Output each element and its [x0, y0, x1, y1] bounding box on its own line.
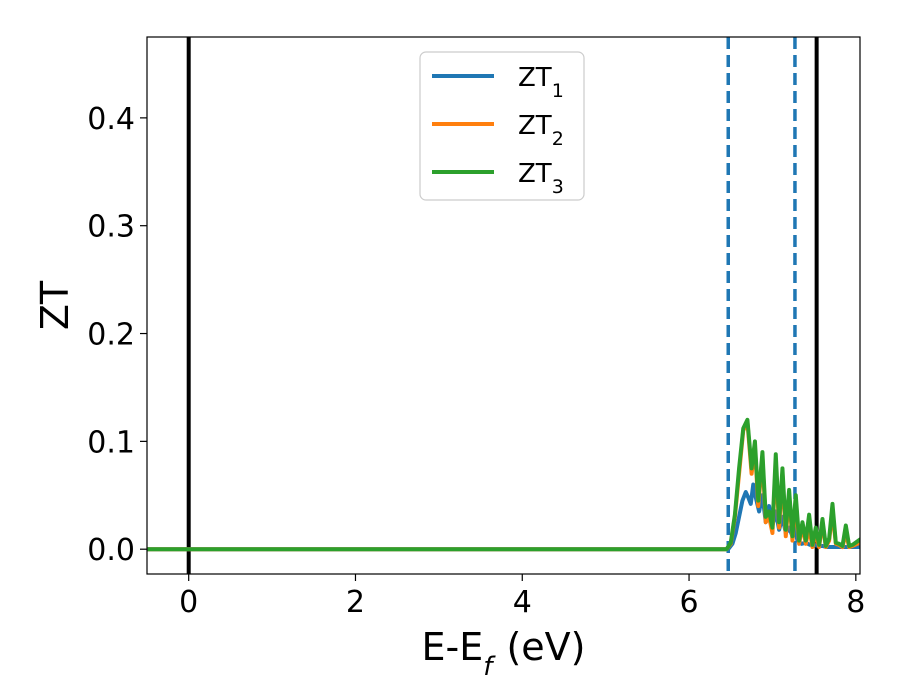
- x-tick-label-1: 2: [346, 585, 365, 620]
- y-axis-title: ZT: [33, 280, 77, 330]
- axes: 0 2 4 6 8 0.0 0.1 0.2 0.3 0.4 E-Ef (eV) ZT: [33, 36, 865, 682]
- series-line-1: [147, 482, 860, 552]
- x-tick-label-3: 6: [679, 585, 698, 620]
- x-axis-title: E-Ef (eV): [422, 625, 586, 682]
- y-tick-label-0: 0.0: [87, 533, 135, 568]
- series-line-3: [147, 417, 860, 552]
- plot-frame: [146, 36, 861, 575]
- y-tick-label-1: 0.1: [87, 425, 135, 460]
- legend-box: [419, 51, 585, 201]
- y-tick-label-2: 0.2: [87, 318, 135, 353]
- legend-label-3: ZT3: [518, 159, 564, 198]
- legend-label-2: ZT2: [518, 111, 564, 150]
- legend-label-1: ZT1: [518, 63, 564, 102]
- y-tick-label-4: 0.4: [87, 102, 135, 137]
- y-tick-label-3: 0.3: [87, 210, 135, 245]
- plot-area: [147, 37, 860, 574]
- x-tick-label-2: 4: [513, 585, 532, 620]
- legend: ZT1 ZT2 ZT3: [419, 51, 585, 201]
- x-tick-label-0: 0: [179, 585, 198, 620]
- x-tick-label-4: 8: [846, 585, 865, 620]
